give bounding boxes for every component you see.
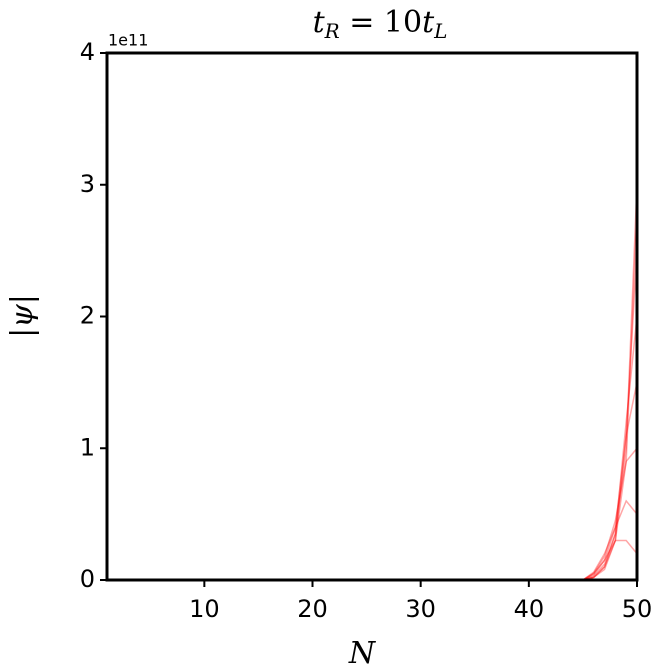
y-tick-label: 0 (80, 565, 95, 593)
plot-frame (105, 51, 639, 582)
x-tick-label: 50 (622, 595, 653, 623)
title-part: L (433, 19, 447, 43)
title-part: t (313, 5, 326, 40)
y-tick-label: 1 (80, 433, 95, 461)
series-line (107, 382, 638, 581)
title-part: t (422, 5, 435, 40)
title-part: R (324, 19, 340, 43)
series-line (107, 539, 638, 581)
series-line (107, 211, 638, 581)
offset-text: 1e11 (108, 31, 148, 50)
series-line (107, 447, 638, 581)
series-line (107, 250, 638, 581)
series-line (107, 499, 638, 581)
y-tick-label: 3 (80, 170, 95, 198)
y-tick-label: 4 (80, 38, 95, 66)
x-tick-label: 30 (405, 595, 436, 623)
chart-title: tR = 10tL (313, 5, 448, 43)
x-tick-label: 40 (514, 595, 545, 623)
y-tick-label: 2 (80, 302, 95, 330)
series-line (107, 184, 638, 581)
x-axis-label: N (348, 636, 377, 670)
y-axis-label: |ψ| (5, 294, 40, 338)
x-tick-label: 20 (297, 595, 328, 623)
title-part: = 10 (340, 5, 422, 40)
series-line (107, 316, 638, 581)
x-tick-label: 10 (189, 595, 220, 623)
